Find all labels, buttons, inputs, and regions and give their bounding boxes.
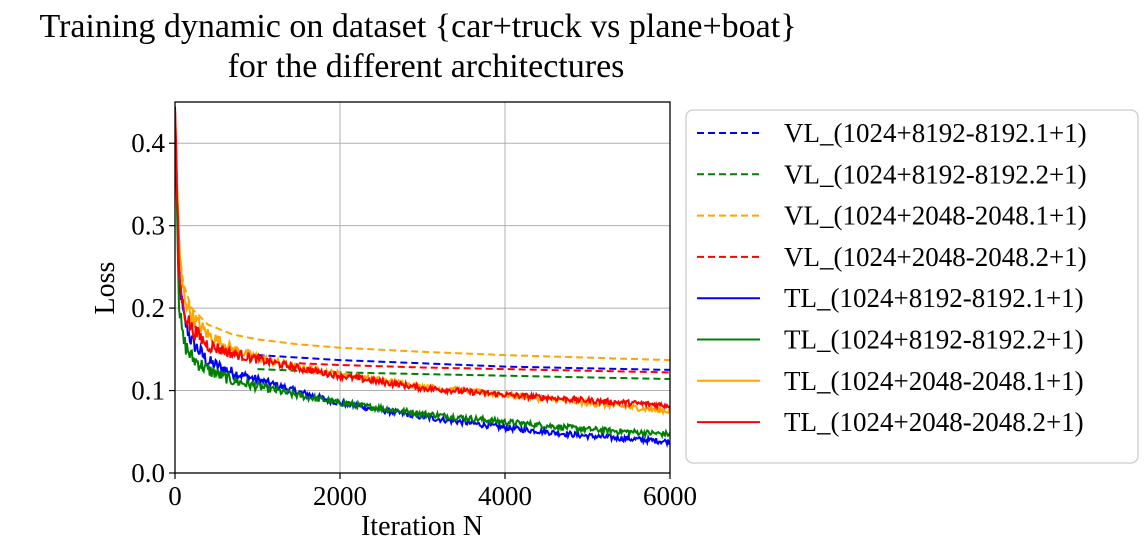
grid-lines (175, 102, 670, 473)
x-axis-label: Iteration N (361, 511, 483, 542)
legend-box (685, 109, 1139, 464)
series-line-1 (257, 368, 670, 380)
series-line-7 (175, 108, 670, 411)
y-tick-label: 0.0 (131, 458, 165, 488)
x-tick-label: 2000 (313, 481, 367, 511)
y-axis-label: Loss (90, 262, 121, 315)
series-line-5 (175, 120, 670, 440)
legend: VL_(1024+8192-8192.1+1) VL_(1024+8192-819… (685, 109, 1139, 464)
axes-frame (174, 101, 671, 474)
y-tick-label: 0.3 (131, 211, 165, 241)
x-tick-label: 0 (168, 481, 182, 511)
series-line-2 (175, 143, 670, 362)
legend-label-6: TL_(1024+2048-2048.1+1) (784, 366, 1084, 396)
legend-label-3: VL_(1024+2048-2048.2+1) (784, 242, 1087, 272)
plot-area (175, 106, 670, 449)
legend-label-4: TL_(1024+8192-8192.1+1) (784, 283, 1084, 313)
legend-label-7: TL_(1024+2048-2048.2+1) (784, 407, 1084, 437)
legend-label-2: VL_(1024+2048-2048.1+1) (784, 201, 1087, 231)
y-tick-label: 0.1 (131, 376, 165, 406)
legend-label-5: TL_(1024+8192-8192.2+1) (784, 325, 1084, 355)
chart-title-line-1: Training dynamic on dataset {car+truck v… (39, 8, 796, 45)
chart-title-line-2: for the different architectures (228, 48, 625, 85)
legend-label-1: VL_(1024+8192-8192.2+1) (784, 159, 1087, 189)
x-tick-label: 6000 (643, 481, 697, 511)
x-tick-label: 4000 (478, 481, 532, 511)
series-line-3 (298, 362, 670, 374)
y-tick-label: 0.2 (131, 293, 165, 323)
series-line-4 (175, 106, 670, 449)
y-axis-ticks: 0.0 0.1 0.2 0.3 0.4 (131, 128, 175, 488)
x-axis-ticks: 0 2000 4000 6000 (168, 473, 697, 511)
y-tick-label: 0.4 (131, 128, 165, 158)
series-line-0 (257, 354, 670, 371)
legend-label-0: VL_(1024+8192-8192.1+1) (784, 118, 1087, 148)
